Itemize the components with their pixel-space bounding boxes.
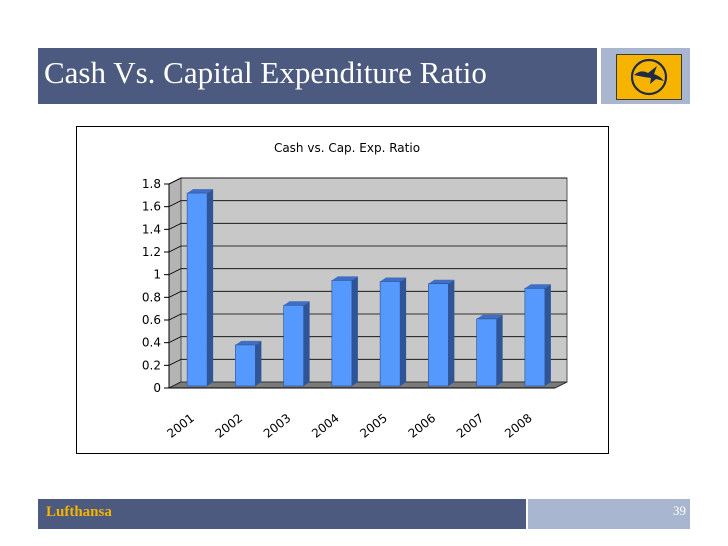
y-tick-label: 1.6 [142, 200, 161, 214]
chart-floor [168, 381, 568, 389]
y-tick-label: 0.4 [142, 336, 161, 350]
x-tick-label: 2004 [309, 411, 342, 441]
gridline-side [168, 245, 182, 253]
footer-bar-accent [528, 499, 690, 529]
bar-side [303, 301, 310, 386]
bar [524, 287, 546, 387]
bar [331, 280, 353, 387]
gridline-side [168, 313, 182, 321]
gridline-side [168, 336, 182, 344]
chart-frame: Cash vs. Cap. Exp. Ratio 0 0.2 0.4 0.6 0.8 1 1… [76, 126, 609, 454]
lufthansa-logo [616, 54, 682, 100]
title-bar [38, 48, 597, 104]
bar-side [448, 279, 455, 386]
bar [379, 281, 401, 387]
y-tick-label: 0 [153, 381, 161, 395]
y-tick-label: 1.2 [142, 245, 161, 259]
x-tick-label: 2002 [213, 411, 246, 441]
x-tick-label: 2003 [261, 411, 294, 441]
x-tick-label: 2007 [454, 411, 487, 441]
bar [476, 318, 497, 387]
bar [283, 304, 304, 387]
y-tick-label: 1.8 [142, 177, 161, 191]
bar-side [400, 277, 407, 386]
page-number: 39 [673, 503, 686, 518]
y-tick-label: 0.6 [142, 313, 161, 327]
gridline-side [168, 268, 182, 276]
x-tick-label: 2006 [406, 411, 439, 441]
bar-side [255, 340, 262, 386]
bar [428, 283, 449, 387]
gridline-side [168, 358, 182, 366]
y-tick-label: 1.4 [142, 222, 161, 236]
y-tick-label: 0.8 [142, 290, 161, 304]
gridline-side [168, 200, 182, 208]
bar-side [496, 314, 503, 386]
footer-brand: Lufthansa [46, 504, 112, 520]
bar-top [283, 301, 310, 306]
x-tick-label: 2005 [357, 411, 390, 441]
y-tick-label: 0.2 [142, 358, 161, 372]
bar-top [428, 279, 455, 284]
bar-side [207, 189, 214, 386]
bar-side [351, 276, 358, 386]
chart-side-wall [168, 177, 182, 389]
bar-top [380, 277, 407, 282]
bar-top [187, 189, 214, 194]
slide-title: Cash Vs. Capital Expenditure Ratio [44, 55, 487, 90]
bar-chart: Cash vs. Cap. Exp. Ratio 0 0.2 0.4 0.6 0.8 1 1… [142, 141, 568, 441]
crane-logo-icon [630, 58, 668, 96]
bar-top [476, 314, 503, 319]
bar-top [235, 340, 262, 345]
bar [186, 192, 208, 387]
gridline-side [168, 290, 182, 298]
x-tick-label: 2008 [502, 411, 535, 441]
bar [235, 344, 256, 387]
x-tick-label: 2001 [164, 411, 197, 441]
chart-title: Cash vs. Cap. Exp. Ratio [274, 141, 420, 155]
gridline-side [168, 222, 182, 230]
footer-bar [38, 499, 526, 529]
bar-top [331, 276, 358, 281]
bar-side [544, 284, 551, 386]
y-tick-label: 1 [153, 268, 161, 282]
bar-top [524, 284, 551, 289]
gridline-side [168, 177, 182, 185]
